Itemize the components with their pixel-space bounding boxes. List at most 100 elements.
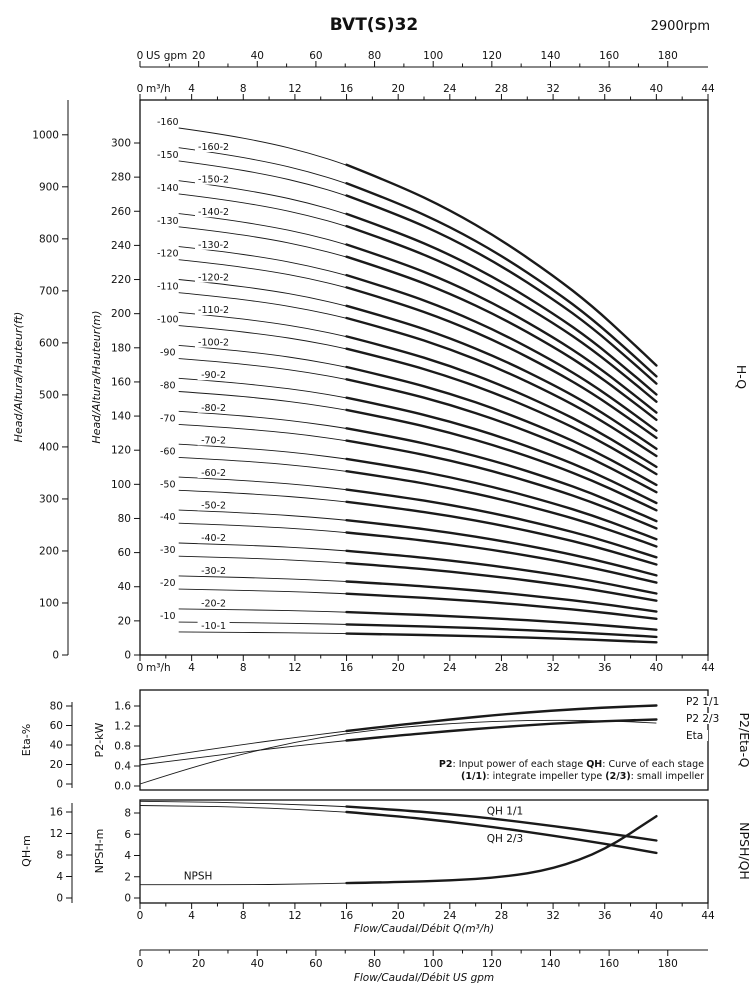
tick-label: 100 xyxy=(39,597,59,609)
series-label-bg xyxy=(684,696,726,707)
tick-label: 28 xyxy=(495,662,508,674)
series-label: QH 2/3 xyxy=(487,833,523,845)
tick-label: 140 xyxy=(111,411,131,423)
curve-160-bold xyxy=(345,163,658,367)
curve-label-bg xyxy=(197,621,230,632)
p2-axis-title: P2-kW xyxy=(93,722,106,757)
tick-label: 16 xyxy=(340,910,354,922)
curve-label: -30-2 xyxy=(201,566,226,577)
tick-label: 140 xyxy=(540,958,560,970)
tick-label: 8 xyxy=(240,83,247,95)
curve-150-2-bold xyxy=(345,212,658,396)
tick-label: 12 xyxy=(288,662,301,674)
tick-label: 24 xyxy=(443,910,457,922)
series-label: P2 1/1 xyxy=(686,696,719,708)
curve-100-bold xyxy=(345,347,658,476)
curve-label-bg xyxy=(156,446,179,457)
legend-note-line: (1/1): integrate impeller type (2/3): sm… xyxy=(461,771,704,782)
eta-axis-title: Eta-% xyxy=(20,724,33,756)
curve-label-bg xyxy=(156,380,179,391)
m3h-main-bottom-axis: 0 m³/h 4 8 12 16 20 24 28 32 36 40 44 xyxy=(137,654,715,674)
tick-label: 0.8 xyxy=(114,741,131,753)
tick-label: 20 xyxy=(192,958,205,970)
curve-label-bg xyxy=(154,314,182,325)
tick-label: 100 xyxy=(423,958,443,970)
curve-label-bg xyxy=(154,281,182,292)
curve-label-bg xyxy=(156,545,179,556)
curve-label-bg xyxy=(194,304,233,315)
curve-110-2-bold xyxy=(345,335,658,469)
series-label-bg xyxy=(684,730,708,741)
tick-label: 44 xyxy=(701,910,715,922)
curve-50-bold xyxy=(345,500,658,566)
curve-label-bg xyxy=(197,402,230,413)
curve-150-bold xyxy=(345,194,658,385)
curve-label: -160 xyxy=(157,117,179,128)
curve-80-bold xyxy=(345,408,658,512)
curve-120-bold xyxy=(345,286,658,440)
curve-label-bg xyxy=(156,347,179,358)
curve-10-bold xyxy=(345,623,658,639)
tick-label: 80 xyxy=(368,958,381,970)
tick-label: 120 xyxy=(482,958,502,970)
tick-label: 36 xyxy=(598,662,612,674)
curve-label: -90-2 xyxy=(201,370,226,381)
curve-80-2 xyxy=(178,410,657,522)
tick-label: 0 xyxy=(137,910,144,922)
tick-label: 20 xyxy=(50,759,63,771)
ft-axis: 0 100 200 300 400 500 600 700 800 900 1000 xyxy=(32,100,69,662)
tick-label: 16 xyxy=(50,807,64,819)
series-label: Eta xyxy=(686,730,703,742)
tick-label: 0 xyxy=(124,893,131,905)
tick-label: 500 xyxy=(39,389,59,401)
tick-label: 16 xyxy=(340,83,354,95)
curve-label: -140 xyxy=(157,183,179,194)
curve-QH-1-1-bold xyxy=(345,805,658,842)
tick-label: 20 xyxy=(391,83,404,95)
tick-label: 1000 xyxy=(32,129,59,141)
tick-label: 8 xyxy=(124,808,131,820)
curve-QH-2-3-bold xyxy=(345,810,658,855)
curve-label-bg xyxy=(197,370,230,381)
series-label: P2 2/3 xyxy=(686,713,719,725)
curve-label-bg xyxy=(197,500,230,511)
curve-label-bg xyxy=(154,149,182,160)
curve-140-bold xyxy=(345,224,658,403)
tick-label: 40 xyxy=(118,581,131,593)
m3h-top-axis: 0 m³/h 4 8 12 16 20 24 28 32 36 40 44 xyxy=(137,83,715,101)
tick-label: 32 xyxy=(546,910,559,922)
axis-unit: m³/h xyxy=(146,662,171,674)
curve-80 xyxy=(178,391,657,511)
tick-label: 900 xyxy=(39,181,59,193)
tick-label: 80 xyxy=(50,701,63,713)
tick-label: 24 xyxy=(443,83,457,95)
curve-label-bg xyxy=(194,174,233,185)
curve-label: -160-2 xyxy=(198,142,229,153)
tick-label: 600 xyxy=(39,337,59,349)
tick-label: 160 xyxy=(599,958,619,970)
curve-label: -80 xyxy=(160,380,176,391)
axis-unit: m³/h xyxy=(146,83,171,95)
curve-label-bg xyxy=(154,182,182,193)
tick-label: 60 xyxy=(309,958,322,970)
curve-label: -90 xyxy=(160,348,176,359)
curve-80-2-bold xyxy=(345,427,658,523)
npsh-axis-title: NPSH-m xyxy=(93,829,106,874)
m-axis-title: Head/Altura/Hauteur(m) xyxy=(90,310,103,443)
curve-label: -20-2 xyxy=(201,598,226,609)
eta-axis: 0 20 40 60 80 xyxy=(50,701,73,791)
gpm-bottom-axis: 0 20 40 60 80 100 120 140 160 180 xyxy=(137,949,708,970)
curve-label: -120-2 xyxy=(198,272,229,283)
chart-title: BVT(S)32 xyxy=(330,15,418,35)
series-label-bg xyxy=(684,713,726,724)
curve-50-2-bold xyxy=(345,519,658,577)
curve-label: -40 xyxy=(160,512,176,523)
curve-110 xyxy=(178,292,657,457)
tick-label: 32 xyxy=(546,83,559,95)
tick-label: 180 xyxy=(111,342,131,354)
curve-label-bg xyxy=(154,215,182,226)
